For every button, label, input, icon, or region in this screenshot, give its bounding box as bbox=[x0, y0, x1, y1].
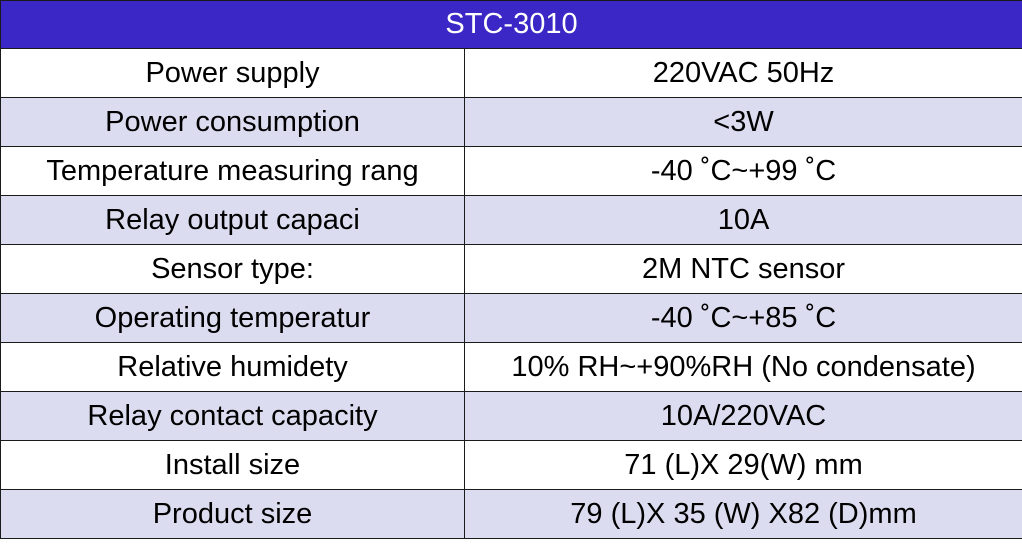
table-row: Install size 71 (L)X 29(W) mm bbox=[0, 440, 1022, 490]
row-label: Install size bbox=[0, 440, 465, 490]
table-row: Sensor type: 2M NTC sensor bbox=[0, 244, 1022, 294]
row-label: Relative humidety bbox=[0, 342, 465, 392]
table-row: Relay contact capacity 10A/220VAC bbox=[0, 391, 1022, 441]
row-value: 2M NTC sensor bbox=[463, 244, 1022, 294]
row-value: 71 (L)X 29(W) mm bbox=[463, 440, 1022, 490]
row-label: Product size bbox=[0, 489, 465, 539]
row-value: <3W bbox=[463, 97, 1022, 147]
row-value: -40 ˚C~+85 ˚C bbox=[463, 293, 1022, 343]
table-title: STC-3010 bbox=[0, 0, 1022, 49]
row-label: Temperature measuring rang bbox=[0, 146, 465, 196]
table-row: Power consumption <3W bbox=[0, 97, 1022, 147]
row-label: Operating temperatur bbox=[0, 293, 465, 343]
table-header-row: STC-3010 bbox=[0, 0, 1022, 49]
row-value: -40 ˚C~+99 ˚C bbox=[463, 146, 1022, 196]
row-value: 10A bbox=[463, 195, 1022, 245]
row-value: 220VAC 50Hz bbox=[463, 48, 1022, 98]
table-row: Temperature measuring rang -40 ˚C~+99 ˚C bbox=[0, 146, 1022, 196]
table-row: Operating temperatur -40 ˚C~+85 ˚C bbox=[0, 293, 1022, 343]
row-label: Power consumption bbox=[0, 97, 465, 147]
row-label: Power supply bbox=[0, 48, 465, 98]
table-row: Power supply 220VAC 50Hz bbox=[0, 48, 1022, 98]
row-label: Sensor type: bbox=[0, 244, 465, 294]
table-row: Relay output capaci 10A bbox=[0, 195, 1022, 245]
row-label: Relay contact capacity bbox=[0, 391, 465, 441]
table-row: Product size 79 (L)X 35 (W) X82 (D)mm bbox=[0, 489, 1022, 539]
row-value: 10% RH~+90%RH (No condensate) bbox=[463, 342, 1022, 392]
table-row: Relative humidety 10% RH~+90%RH (No cond… bbox=[0, 342, 1022, 392]
row-label: Relay output capaci bbox=[0, 195, 465, 245]
row-value: 10A/220VAC bbox=[463, 391, 1022, 441]
row-value: 79 (L)X 35 (W) X82 (D)mm bbox=[463, 489, 1022, 539]
